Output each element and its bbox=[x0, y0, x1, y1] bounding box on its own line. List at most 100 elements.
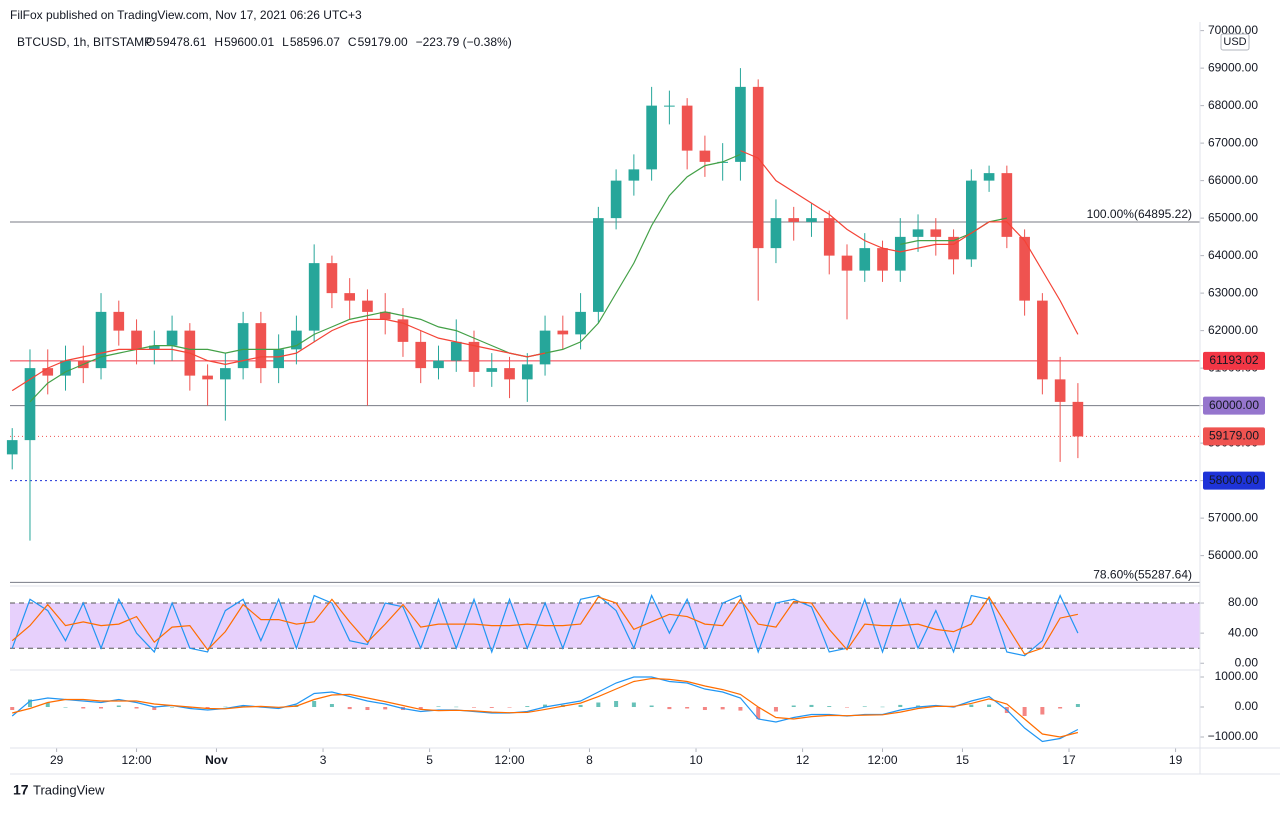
candle-body bbox=[344, 293, 356, 301]
publish-header: FilFox published on TradingView.com, Nov… bbox=[10, 8, 362, 22]
x-tick-label: 5 bbox=[426, 753, 433, 767]
price-label-box bbox=[1203, 471, 1265, 490]
y-tick-label: 63000.00 bbox=[1208, 285, 1258, 299]
candle-body bbox=[735, 86, 746, 162]
candle-body bbox=[504, 368, 515, 380]
candle-body bbox=[841, 255, 853, 271]
macd-histogram bbox=[99, 707, 104, 709]
candle-body bbox=[433, 360, 444, 369]
macd-histogram bbox=[81, 707, 86, 709]
macd-histogram bbox=[702, 707, 707, 711]
x-tick-label: 12:00 bbox=[868, 753, 898, 767]
fib-label: 100.00%(64895.22) bbox=[1087, 207, 1192, 221]
macd-histogram bbox=[312, 701, 317, 708]
macd-histogram bbox=[596, 702, 601, 708]
candle-body bbox=[752, 86, 764, 249]
macd-histogram bbox=[152, 707, 157, 711]
x-tick-label: 12:00 bbox=[495, 753, 525, 767]
y-tick-label: 0.00 bbox=[1235, 699, 1259, 713]
candle-body bbox=[255, 323, 267, 369]
candle-body bbox=[770, 218, 782, 249]
price-label: 59179.00 bbox=[1209, 429, 1259, 443]
macd-histogram bbox=[507, 707, 512, 708]
macd-histogram bbox=[862, 706, 867, 708]
price-label-box bbox=[1203, 396, 1265, 415]
candle-body bbox=[95, 311, 107, 369]
candle-body bbox=[894, 236, 906, 271]
logo-mark: 17 bbox=[13, 782, 29, 798]
candle-body bbox=[6, 440, 18, 455]
macd-histogram bbox=[773, 707, 778, 712]
macd-histogram bbox=[649, 705, 654, 708]
ohlc-value: 59478.61 bbox=[156, 35, 206, 49]
macd-histogram bbox=[844, 707, 849, 708]
currency: USD bbox=[1223, 36, 1246, 48]
indicator-line bbox=[11, 595, 1079, 655]
candle-body bbox=[131, 330, 142, 350]
x-tick-label: 3 bbox=[320, 753, 327, 767]
candle-body bbox=[362, 300, 373, 312]
indicator-line bbox=[11, 593, 1079, 657]
ohlc-key: L bbox=[282, 35, 289, 49]
candle-body bbox=[593, 218, 604, 312]
candle-body bbox=[575, 311, 586, 335]
y-tick-label: 40.00 bbox=[1228, 625, 1258, 639]
candle-body bbox=[237, 323, 249, 369]
x-tick-label: 19 bbox=[1169, 753, 1183, 767]
candle-body bbox=[397, 319, 409, 342]
candle-body bbox=[628, 169, 640, 181]
candle-body bbox=[220, 368, 231, 380]
ohlc-key: C bbox=[348, 35, 357, 49]
candle-body bbox=[912, 229, 924, 237]
x-tick-label: 12:00 bbox=[122, 753, 152, 767]
currency-box bbox=[1220, 33, 1250, 51]
ohlc-value: 59600.01 bbox=[224, 35, 274, 49]
y-tick-label: 0.00 bbox=[1235, 655, 1259, 669]
candle-body bbox=[60, 360, 71, 376]
x-tick-label: 29 bbox=[50, 753, 64, 767]
price-label: 60000.00 bbox=[1209, 398, 1259, 412]
macd-histogram bbox=[720, 707, 725, 710]
brand: TradingView bbox=[33, 782, 105, 797]
macd-histogram bbox=[187, 707, 192, 709]
macd-histogram bbox=[969, 704, 974, 708]
candle-body bbox=[610, 180, 622, 219]
candle-body bbox=[24, 368, 36, 441]
candle-body bbox=[557, 330, 569, 335]
macd-histogram bbox=[329, 704, 334, 708]
candle-body bbox=[202, 375, 213, 380]
candle-body bbox=[859, 248, 871, 271]
x-tick-label: 10 bbox=[689, 753, 703, 767]
macd-histogram bbox=[809, 704, 814, 708]
price-label-box bbox=[1203, 427, 1265, 446]
indicator-line bbox=[11, 318, 546, 392]
macd-histogram bbox=[614, 701, 619, 708]
macd-histogram bbox=[685, 707, 690, 709]
macd-histogram bbox=[578, 704, 583, 708]
macd-histogram bbox=[436, 706, 441, 708]
ohlc-value: 59179.00 bbox=[358, 35, 408, 49]
candle-body bbox=[1037, 300, 1048, 380]
x-tick-label: 12 bbox=[796, 753, 810, 767]
macd-histogram bbox=[418, 707, 423, 710]
stoch-band bbox=[10, 603, 1200, 649]
candle-body bbox=[983, 173, 995, 181]
candle-body bbox=[42, 368, 54, 376]
candle-body bbox=[166, 330, 178, 346]
candle-body bbox=[148, 345, 160, 350]
candle-body bbox=[273, 349, 284, 369]
macd-histogram bbox=[383, 707, 388, 710]
macd-histogram bbox=[489, 707, 494, 708]
y-tick-label: −1000.00 bbox=[1208, 729, 1259, 743]
ohlc-key: O bbox=[146, 35, 155, 49]
indicator-line bbox=[11, 676, 1079, 743]
candle-body bbox=[1072, 401, 1084, 437]
candle-body bbox=[486, 368, 498, 372]
macd-histogram bbox=[916, 705, 921, 708]
indicator-line bbox=[740, 150, 1079, 335]
y-tick-label: 70000.00 bbox=[1208, 23, 1258, 37]
y-tick-label: 56000.00 bbox=[1208, 548, 1258, 562]
price-label: 61193.02 bbox=[1209, 353, 1258, 367]
